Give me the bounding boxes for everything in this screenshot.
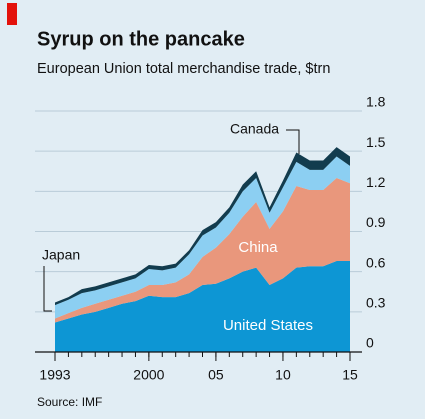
y-tick-label: 0 bbox=[366, 335, 374, 351]
area bbox=[55, 147, 350, 306]
y-tick-label: 0.9 bbox=[366, 214, 386, 230]
x-tick-label: 15 bbox=[342, 367, 358, 383]
area bbox=[55, 156, 350, 319]
y-tick-label: 1.5 bbox=[366, 134, 386, 150]
series-label: Canada bbox=[230, 121, 279, 137]
y-tick-label: 0.6 bbox=[366, 254, 386, 270]
series-label: China bbox=[238, 239, 278, 256]
chart-title: Syrup on the pancake bbox=[37, 28, 245, 50]
y-tick-label: 1.8 bbox=[366, 94, 386, 110]
red-tag bbox=[7, 3, 17, 25]
area bbox=[55, 177, 350, 323]
y-tick-label: 1.2 bbox=[366, 174, 386, 190]
x-tick-label: 10 bbox=[275, 367, 291, 383]
series-label: Japan bbox=[42, 247, 80, 263]
leader-line bbox=[43, 266, 52, 312]
area bbox=[55, 260, 350, 352]
y-tick-label: 0.3 bbox=[366, 295, 386, 311]
x-tick-label: 1993 bbox=[39, 367, 70, 383]
x-tick-label: 05 bbox=[208, 367, 224, 383]
series-label: United States bbox=[223, 317, 313, 334]
x-tick-label: 2000 bbox=[133, 367, 164, 383]
leader-line bbox=[286, 129, 300, 154]
chart-subtitle: European Union total merchandise trade, … bbox=[37, 61, 330, 77]
source: Source: IMF bbox=[37, 395, 102, 409]
